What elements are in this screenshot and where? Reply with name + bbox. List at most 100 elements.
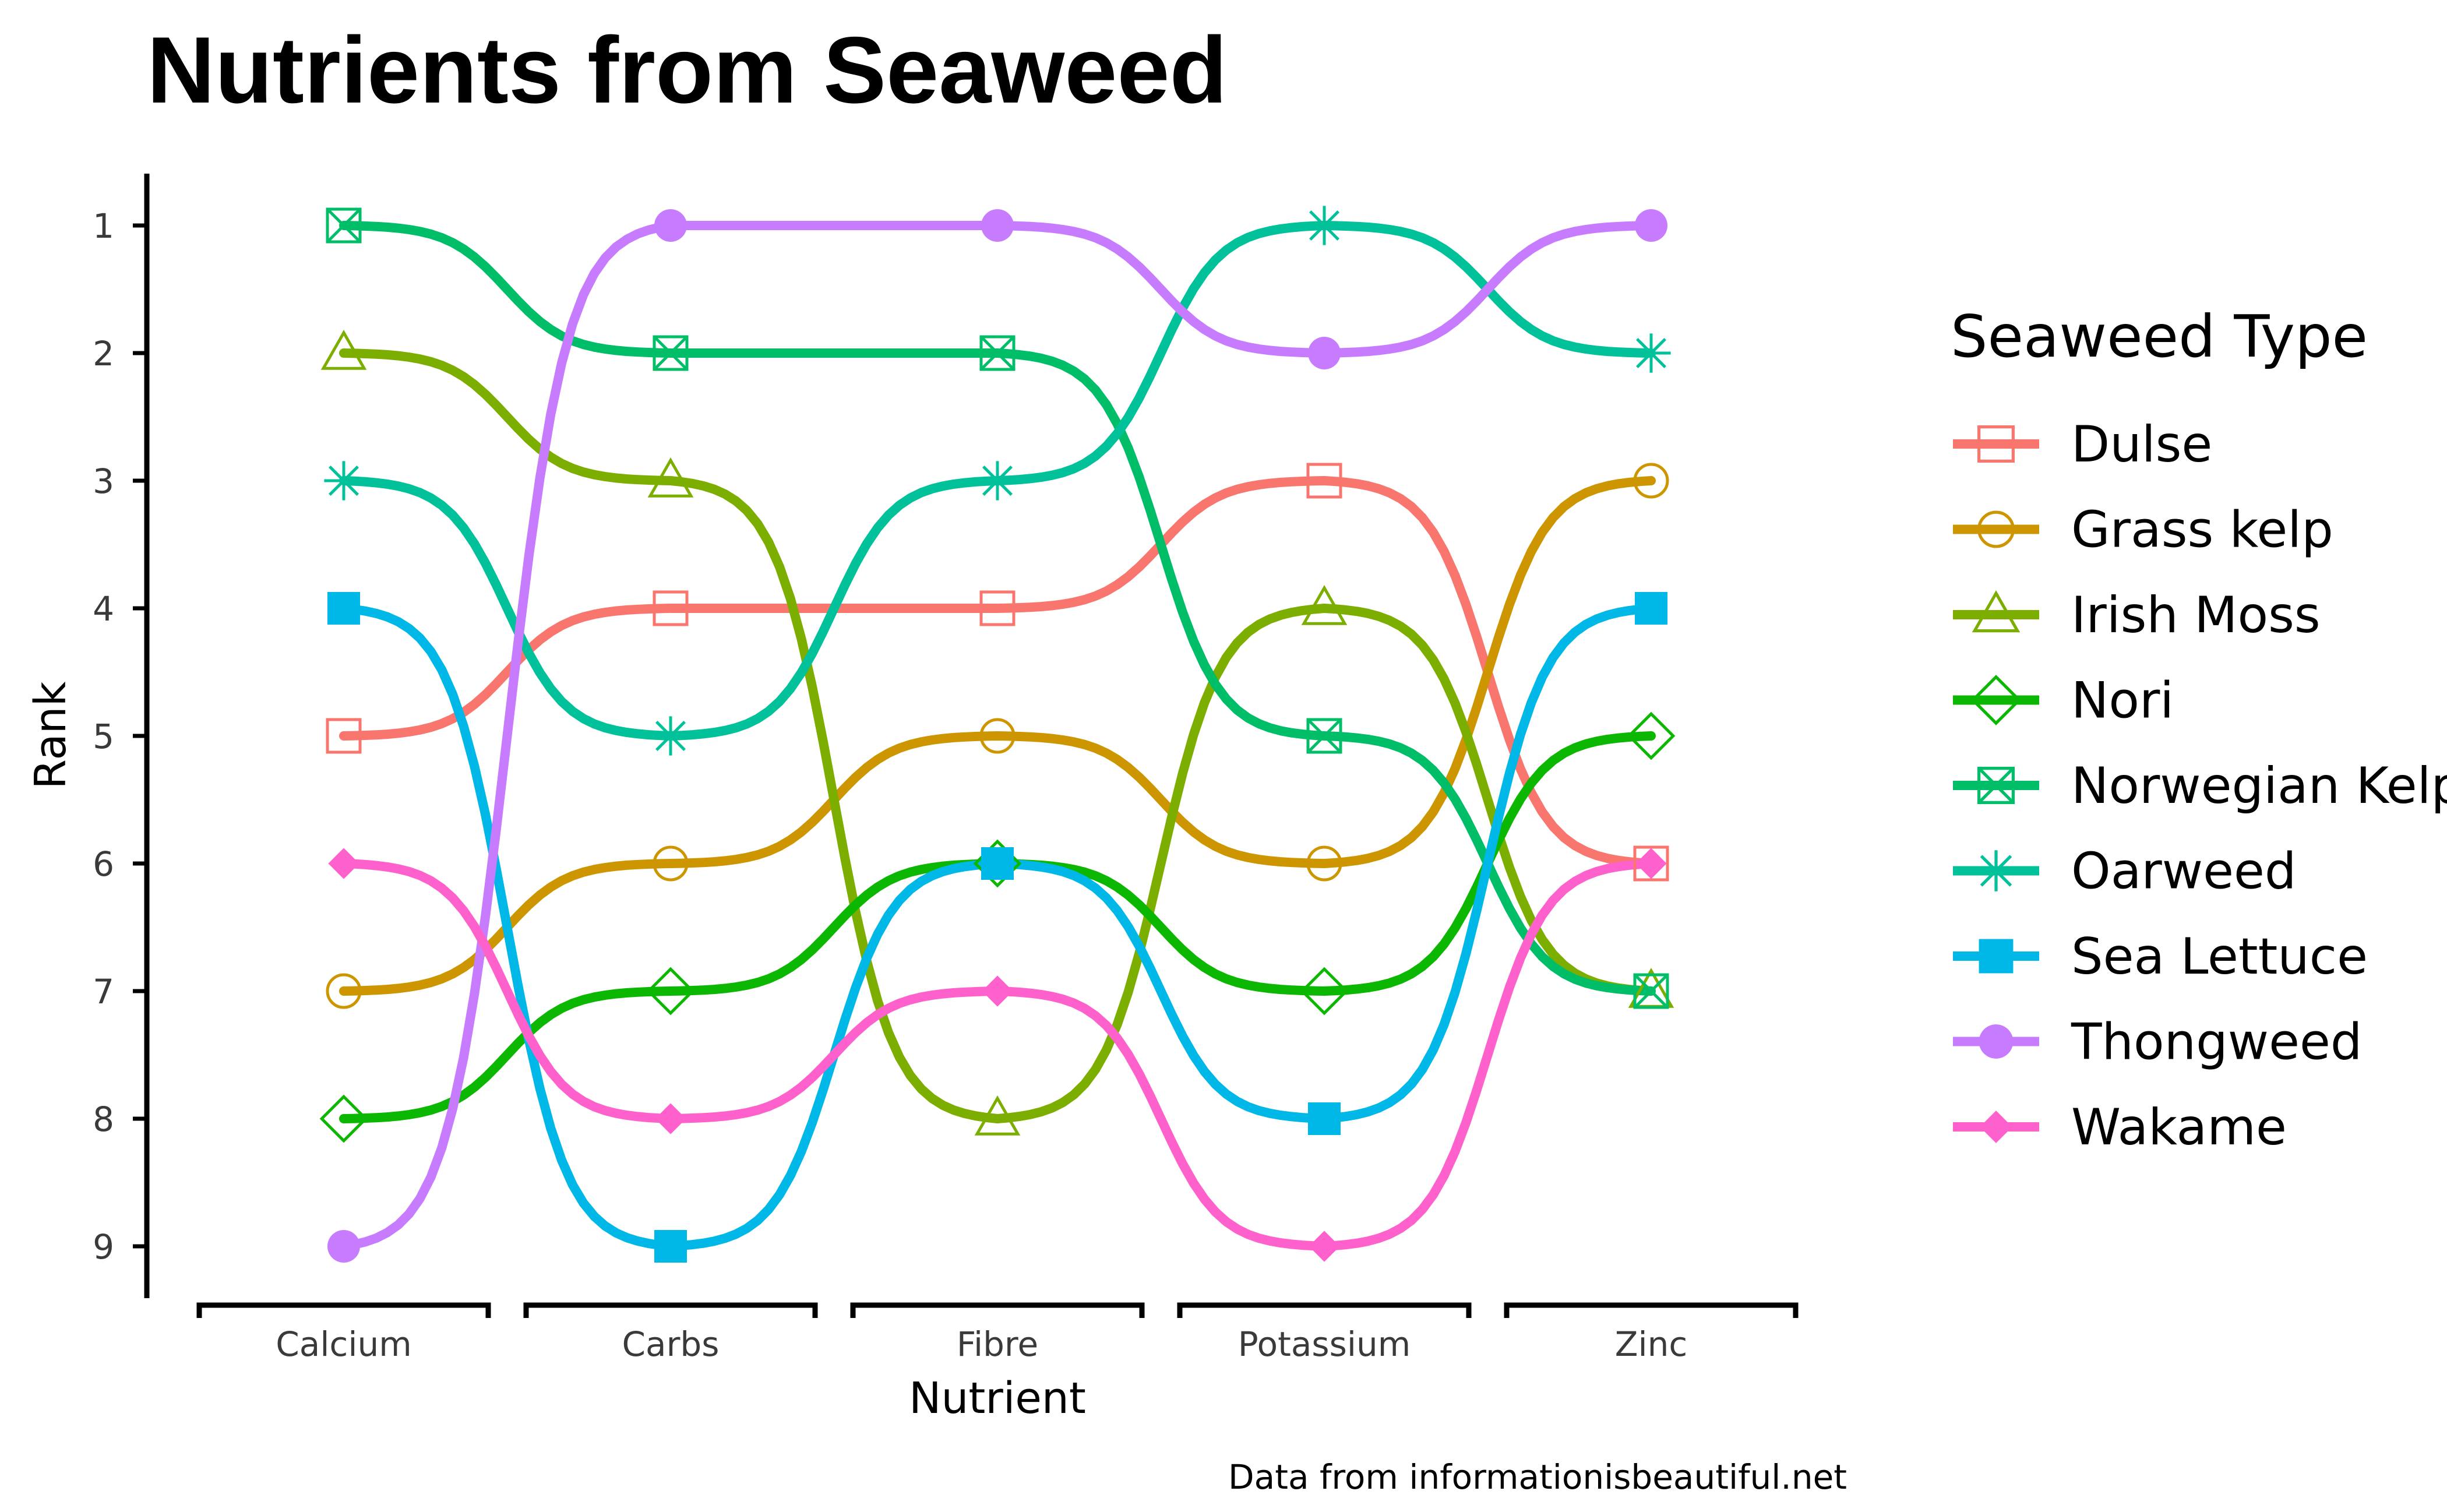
x-bracket [523, 1302, 818, 1318]
data-point [646, 967, 695, 1016]
data-point [655, 1103, 686, 1134]
x-axis-title: Nutrient [909, 1373, 1086, 1423]
data-point [327, 1230, 360, 1263]
legend-item: Grass kelp [1953, 501, 2333, 559]
data-point [1304, 206, 1344, 245]
data-point [1306, 463, 1342, 499]
legend-label: Irish Moss [2071, 586, 2321, 644]
data-point [979, 718, 1016, 754]
data-point [1977, 425, 2015, 463]
data-point [653, 335, 689, 371]
data-point [1633, 973, 1669, 1009]
legend-label: Oarweed [2071, 843, 2297, 901]
axes: 1 2 3 4 5 6 7 8 9 Calcium Carbs Fibre Potassium Zinc… [26, 174, 1799, 1423]
legend-item: Irish Moss [1953, 586, 2321, 644]
data-point [1306, 845, 1342, 882]
data-point [1633, 845, 1669, 882]
data-point [1972, 590, 2021, 633]
x-tick-label: Potassium [1238, 1324, 1411, 1364]
caption: Data from informationisbeautiful.net [1228, 1457, 1847, 1497]
x-tick-label: Carbs [622, 1324, 720, 1364]
data-point [1633, 463, 1669, 499]
data-point [319, 1094, 368, 1143]
legend-label: Norwegian Kelp [2071, 757, 2447, 815]
data-point [324, 461, 364, 501]
data-point [1635, 848, 1667, 879]
series-lines [339, 221, 1656, 1251]
x-tick-label: Zinc [1615, 1324, 1688, 1364]
y-tick-label: 1 [93, 206, 114, 246]
legend-label: Grass kelp [2071, 501, 2333, 559]
data-point [974, 1095, 1021, 1136]
data-point [1635, 592, 1667, 625]
y-tick-label: 7 [93, 972, 114, 1011]
data-point [654, 1230, 687, 1263]
legend-items: Dulse Grass kelp Irish Moss Nori Norwegian K… [1953, 415, 2447, 1157]
data-point [327, 592, 360, 625]
y-tick-label: 9 [93, 1227, 114, 1267]
x-tick-label: Fibre [957, 1324, 1038, 1364]
legend-item: Thongweed [1953, 1013, 2363, 1072]
data-point [651, 716, 690, 756]
data-point [979, 590, 1016, 626]
legend-item: Wakame [1953, 1098, 2287, 1157]
data-point [1306, 718, 1342, 754]
data-point [1970, 675, 2022, 725]
data-point [981, 847, 1014, 880]
legend-label: Thongweed [2071, 1013, 2363, 1072]
legend-item: Dulse [1953, 415, 2212, 474]
y-tick-label: 8 [93, 1099, 114, 1139]
data-point [1300, 967, 1349, 1016]
y-tick-label: 4 [93, 589, 114, 629]
x-bracket [1504, 1302, 1799, 1318]
series-line [339, 476, 1656, 868]
y-tick-label: 2 [93, 334, 114, 373]
data-point [1977, 510, 2015, 548]
legend-item: Oarweed [1953, 843, 2297, 901]
legend-item: Sea Lettuce [1953, 928, 2368, 986]
y-axis-ticks: 1 2 3 4 5 6 7 8 9 [93, 206, 147, 1267]
legend-title: Seaweed Type [1951, 302, 2368, 371]
legend: Seaweed Type Dulse Grass kelp Irish Moss No… [1951, 302, 2447, 1157]
data-point [982, 975, 1013, 1007]
data-point [978, 461, 1017, 501]
data-point [326, 973, 362, 1009]
legend-label: Sea Lettuce [2071, 928, 2368, 986]
y-tick-label: 3 [93, 461, 114, 501]
y-tick-label: 5 [93, 717, 114, 756]
data-point [1979, 1024, 2014, 1059]
data-point [1635, 209, 1667, 242]
data-point [979, 335, 1016, 371]
data-point [320, 329, 367, 370]
data-point [1979, 939, 2014, 974]
series-points [319, 206, 1676, 1263]
data-point [654, 209, 687, 242]
data-point [1308, 337, 1341, 369]
data-point [653, 590, 689, 626]
data-point [653, 845, 689, 882]
x-tick-label: Calcium [276, 1324, 411, 1364]
legend-item: Nori [1953, 672, 2174, 730]
chart-title: Nutrients from Seaweed [147, 17, 1227, 123]
data-point [647, 457, 694, 498]
y-tick-label: 6 [93, 844, 114, 884]
series-line [339, 348, 1656, 1123]
data-point [326, 718, 362, 754]
legend-item: Norwegian Kelp [1953, 757, 2447, 815]
data-point [1980, 1111, 2012, 1143]
data-point [1977, 766, 2015, 805]
x-bracket [196, 1302, 491, 1318]
y-axis-title: Rank [26, 681, 76, 789]
legend-label: Wakame [2071, 1098, 2287, 1157]
data-point [1308, 1102, 1341, 1135]
data-point [328, 848, 359, 879]
data-point [1975, 850, 2017, 891]
legend-label: Dulse [2071, 415, 2212, 474]
data-point [1631, 333, 1671, 373]
data-point [326, 207, 362, 244]
x-bracket [850, 1302, 1145, 1318]
series-line [339, 476, 1656, 996]
data-point [981, 209, 1014, 242]
data-point [1309, 1231, 1340, 1262]
